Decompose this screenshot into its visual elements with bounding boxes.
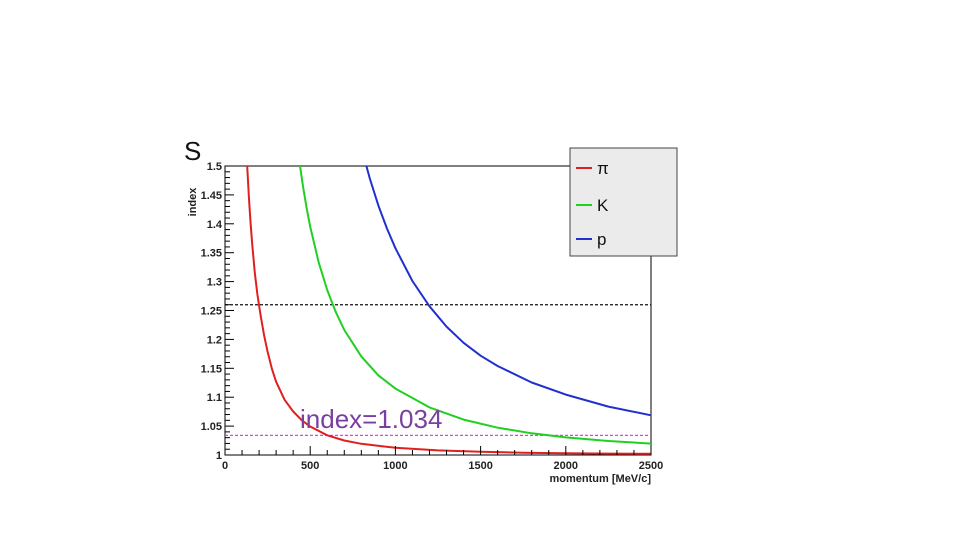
x-axis-title: momentum [MeV/c]	[550, 473, 652, 485]
legend-label-0: π	[597, 159, 609, 178]
y-tick-label: 1.1	[207, 392, 222, 404]
x-tick-label: 1500	[468, 460, 492, 472]
y-tick-label: 1.2	[207, 334, 222, 346]
y-axis-title: index	[187, 187, 199, 217]
corner-label: S	[184, 136, 201, 166]
x-tick-label: 500	[301, 460, 319, 472]
axes: 0 500 1000 1500 2000 2500 1 1.05 1.1 1.15 1.2 1.25 1…	[201, 161, 664, 472]
legend-items: πKp	[576, 159, 609, 249]
x-tick-label: 0	[222, 460, 228, 472]
y-tick-label: 1.45	[201, 190, 222, 202]
y-tick-label: 1.3	[207, 277, 222, 289]
series-line-1	[299, 165, 652, 445]
y-tick-label: 1.4	[207, 219, 223, 231]
y-tick-label: 1.5	[207, 161, 222, 173]
x-tick-label: 2000	[554, 460, 578, 472]
x-tick-label: 1000	[383, 460, 407, 472]
y-tick-label: 1	[216, 450, 222, 462]
series-line-2	[365, 165, 652, 417]
annotation-index: index=1.034	[300, 404, 442, 434]
y-tick-label: 1.15	[201, 363, 222, 375]
y-tick-label: 1.35	[201, 248, 222, 260]
reference-lines	[225, 304, 651, 436]
x-tick-label: 2500	[639, 460, 663, 472]
y-tick-label: 1.25	[201, 306, 222, 318]
legend-label-1: K	[597, 196, 609, 215]
legend: πKp	[569, 147, 678, 257]
y-tick-label: 1.05	[201, 421, 222, 433]
legend-label-2: p	[597, 230, 606, 249]
